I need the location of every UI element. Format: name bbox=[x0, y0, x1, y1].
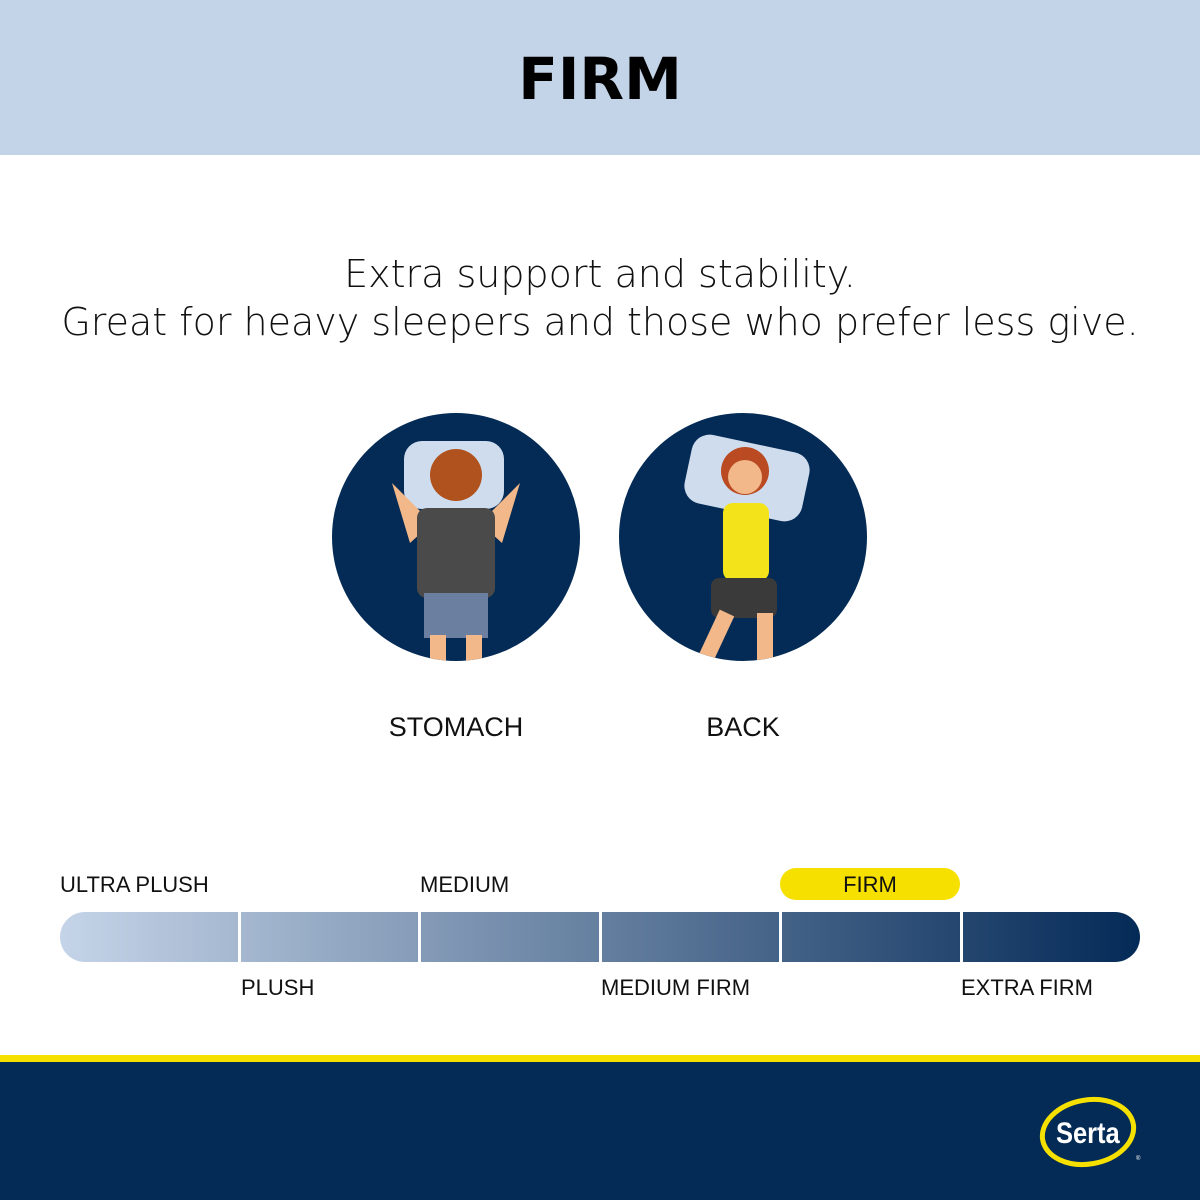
scale-label-medium-firm: MEDIUM FIRM bbox=[601, 975, 751, 1000]
firmness-scale-bar bbox=[60, 912, 1140, 962]
footer-band: Serta ® bbox=[0, 1062, 1200, 1200]
scale-segment bbox=[963, 912, 1141, 962]
position-label-back: BACK bbox=[706, 712, 780, 742]
position-label-stomach: STOMACH bbox=[388, 712, 524, 742]
footer-accent-line bbox=[0, 1055, 1200, 1062]
scale-label-ultra-plush: ULTRA PLUSH bbox=[60, 872, 209, 897]
page-title: FIRM bbox=[518, 45, 682, 113]
description-line-1: Extra support and stability. bbox=[344, 252, 856, 296]
scale-label-extra-firm: EXTRA FIRM bbox=[961, 975, 1094, 1000]
scale-label-plush: PLUSH bbox=[241, 975, 315, 1000]
scale-label-medium: MEDIUM bbox=[420, 872, 510, 897]
svg-text:®: ® bbox=[1136, 1155, 1141, 1162]
scale-label-firm: FIRM bbox=[843, 872, 897, 897]
stomach-sleeper-illustration bbox=[332, 413, 580, 661]
scale-segment bbox=[602, 912, 782, 962]
selected-firmness-highlight bbox=[780, 868, 960, 900]
header-band bbox=[0, 0, 1200, 155]
serta-logo: Serta ® bbox=[1039, 1096, 1141, 1168]
scale-segment bbox=[241, 912, 421, 962]
back-sleeper-illustration bbox=[619, 413, 867, 661]
description-line-2: Great for heavy sleepers and those who p… bbox=[61, 300, 1139, 344]
scale-segment bbox=[421, 912, 602, 962]
scale-segment bbox=[60, 912, 241, 962]
scale-segment bbox=[782, 912, 963, 962]
svg-text:Serta: Serta bbox=[1056, 1116, 1120, 1149]
